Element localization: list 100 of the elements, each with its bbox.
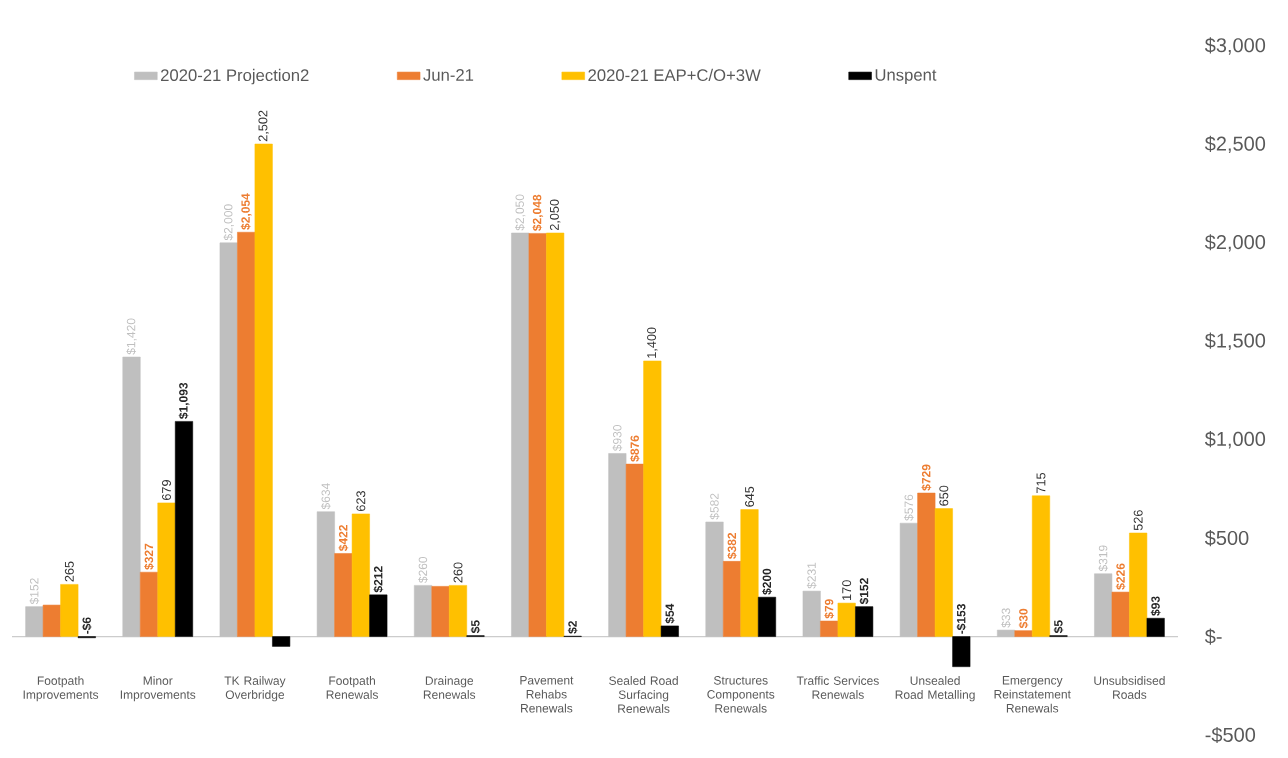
y-tick-label: $500 — [1204, 530, 1249, 547]
bar — [625, 463, 644, 637]
data-label: -$6 — [81, 617, 92, 634]
y-tick-label: -$500 — [1205, 726, 1256, 744]
bar — [528, 233, 547, 637]
bar — [237, 231, 256, 637]
bar — [254, 143, 273, 637]
data-label: 260 — [453, 562, 463, 583]
bar — [997, 629, 1016, 637]
data-label: $729 — [921, 464, 932, 491]
bar — [899, 522, 918, 637]
data-label: $152 — [29, 578, 40, 605]
data-label: $231 — [806, 562, 817, 589]
bar — [820, 620, 839, 637]
data-label: $327 — [144, 543, 154, 570]
x-tick-label: Structures Components Renewals — [707, 676, 775, 713]
bar — [1014, 630, 1033, 637]
bar — [431, 586, 450, 637]
data-label: $30 — [1018, 608, 1029, 629]
data-label: 679 — [162, 480, 171, 500]
data-label: 265 — [64, 561, 74, 582]
y-tick-label: $1,000 — [1204, 431, 1266, 449]
x-tick-label: TK Railway Overbridge — [224, 676, 286, 702]
legend-label: Unspent — [875, 69, 937, 85]
data-label: $5 — [470, 620, 481, 634]
x-tick-label: Footpath Renewals — [326, 676, 378, 699]
bar — [934, 508, 953, 637]
y-tick-label: $3,000 — [1204, 37, 1266, 55]
x-tick-label: Emergency Reinstatement Renewals — [994, 676, 1071, 713]
y-tick-label: $- — [1204, 628, 1222, 645]
bar — [448, 585, 468, 637]
bar — [174, 421, 193, 637]
data-label: $319 — [1098, 545, 1109, 572]
data-label: $2,050 — [514, 194, 526, 231]
data-label: $634 — [320, 483, 331, 510]
bar — [837, 602, 856, 637]
data-label: $382 — [727, 532, 737, 559]
y-tick-label: $2,000 — [1204, 234, 1266, 252]
x-tick-label: Unsubsidised Roads — [1094, 676, 1165, 699]
data-label: $422 — [338, 525, 349, 552]
data-label: $1,420 — [126, 318, 137, 355]
data-label: 623 — [356, 491, 366, 512]
data-label: $2 — [567, 621, 578, 634]
data-label: $93 — [1150, 596, 1161, 616]
legend-label: Jun-21 — [423, 69, 474, 81]
data-label: 170 — [842, 580, 852, 600]
bar — [140, 571, 159, 637]
bar — [757, 596, 777, 637]
x-tick-label: Sealed Road Surfacing Renewals — [609, 676, 678, 713]
data-label: 1,400 — [647, 327, 658, 358]
data-label: $582 — [709, 493, 720, 520]
data-label: $2,000 — [223, 204, 234, 241]
bar — [122, 356, 141, 637]
data-label: -$153 — [956, 604, 967, 634]
bar — [511, 232, 530, 637]
bar — [25, 606, 44, 637]
data-label: 526 — [1133, 510, 1143, 531]
bar — [643, 360, 662, 637]
data-label: 650 — [939, 485, 949, 506]
y-tick-label: $1,500 — [1204, 332, 1266, 350]
bar — [802, 590, 821, 637]
x-tick-label: Pavement Rehabs Renewals — [520, 676, 574, 713]
data-label: 2,502 — [258, 110, 269, 142]
bar — [1146, 617, 1165, 637]
bar — [334, 553, 353, 637]
data-label: $260 — [418, 556, 428, 583]
data-label: $5 — [1053, 620, 1064, 634]
data-label: $79 — [824, 599, 835, 619]
data-label: $226 — [1115, 563, 1126, 590]
bar — [60, 584, 79, 637]
x-tick-label: Minor Improvements — [120, 676, 196, 702]
bar — [705, 521, 724, 637]
data-label: $54 — [664, 603, 675, 624]
x-tick-label: Drainage Renewals — [423, 676, 476, 699]
bar — [272, 636, 291, 647]
bar — [546, 232, 565, 637]
bar — [42, 604, 61, 637]
bar — [414, 585, 433, 637]
data-label: $1,093 — [178, 382, 190, 419]
legend-label: 2020-21 EAP+C/O+3W — [588, 68, 761, 82]
bar — [740, 509, 759, 637]
bar — [660, 625, 679, 637]
bar — [1111, 591, 1130, 637]
data-label: $2,054 — [240, 193, 252, 230]
x-tick-label: Traffic Services Renewals — [796, 676, 879, 699]
bar — [316, 511, 335, 637]
data-label: $876 — [629, 435, 640, 462]
bar — [917, 492, 936, 637]
bar — [157, 502, 176, 637]
data-label: 645 — [745, 486, 754, 507]
x-tick-label: Footpath Improvements — [23, 676, 99, 702]
data-label: $2,048 — [532, 194, 544, 231]
legend-label: 2020-21 Projection2 — [161, 68, 309, 85]
bar — [219, 242, 238, 637]
bar — [1031, 495, 1051, 637]
data-label: $152 — [859, 578, 870, 605]
bar — [1129, 532, 1148, 637]
x-tick-label: Unsealed Road Metalling — [895, 676, 975, 702]
bar — [855, 606, 874, 637]
data-label: $33 — [1001, 608, 1011, 628]
